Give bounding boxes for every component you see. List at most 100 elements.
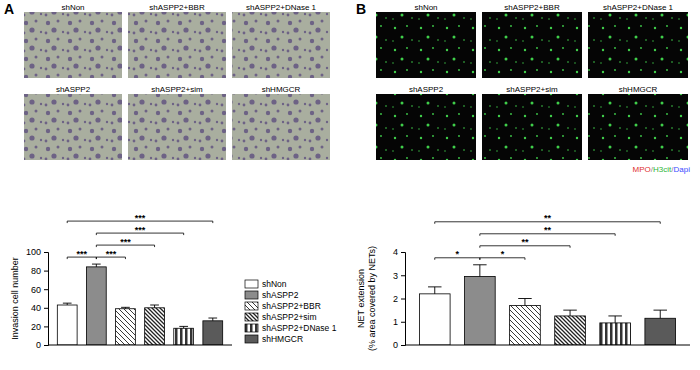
micrograph xyxy=(376,12,476,78)
legend-label: shNon xyxy=(262,279,287,289)
legend-label: shASPP2+BBR xyxy=(262,301,321,311)
tick-mark xyxy=(44,271,48,272)
legend-swatch xyxy=(245,335,258,343)
significance-label: *** xyxy=(135,213,146,223)
bar xyxy=(600,323,631,345)
tick: 20 xyxy=(31,322,48,332)
tick-mark xyxy=(401,322,405,323)
plot-area xyxy=(419,265,675,345)
stain-label-part: H3cit xyxy=(653,165,672,174)
legend-label: shHMGCR xyxy=(262,334,303,344)
tick-label: 40 xyxy=(31,303,41,313)
tick-mark xyxy=(401,275,405,276)
significance-label: *** xyxy=(106,249,117,259)
tick-label: 1 xyxy=(393,317,398,327)
legend-swatch xyxy=(245,324,258,332)
error-bar xyxy=(518,299,531,306)
micrograph xyxy=(128,94,226,160)
bar xyxy=(145,308,165,345)
tick: 3 xyxy=(393,271,405,281)
tick-label: 20 xyxy=(31,322,41,332)
legend-swatch xyxy=(245,302,258,310)
bar xyxy=(203,321,223,345)
legend: shNonshASPP2shASPP2+BBRshASPP2+simshASPP… xyxy=(245,279,337,344)
bar xyxy=(174,328,194,345)
y-axis-title: (% area covered by NETs) xyxy=(367,246,377,351)
image-label: shASPP2 xyxy=(56,85,91,94)
tick: 60 xyxy=(31,285,48,295)
bar xyxy=(86,267,106,345)
bar xyxy=(465,276,496,345)
stain-label-part: Dapi xyxy=(674,165,691,174)
micrograph xyxy=(128,12,226,78)
image-label: shHMGCR xyxy=(262,85,301,94)
error-bar xyxy=(428,287,441,294)
image-label: shASPP2+DNase 1 xyxy=(603,3,674,12)
tick-label: 80 xyxy=(31,266,41,276)
tick-mark xyxy=(44,252,48,253)
tick: 1 xyxy=(393,317,405,327)
micrograph xyxy=(24,12,122,78)
axis-line xyxy=(401,253,406,346)
legend-label: shASPP2+sim xyxy=(262,312,317,322)
error-bar xyxy=(653,310,666,318)
significance-label: ** xyxy=(521,237,529,247)
micrograph xyxy=(24,94,122,160)
legend-swatch xyxy=(245,280,258,288)
significance-label: *** xyxy=(77,249,88,259)
tick-mark xyxy=(401,252,405,253)
tick-mark xyxy=(44,345,48,346)
bar xyxy=(645,318,676,345)
image-label: shNon xyxy=(414,3,437,12)
bar xyxy=(555,316,586,345)
error-bar xyxy=(179,326,188,328)
panel-label: B xyxy=(356,1,366,17)
micrograph xyxy=(482,12,582,78)
micrograph xyxy=(482,94,582,160)
y-axis-title: NET extension xyxy=(356,269,366,328)
tick: 0 xyxy=(36,340,48,350)
stain-label: MPO/H3cit/Dapi xyxy=(633,165,691,174)
error-bar xyxy=(92,264,101,267)
image-label: shASPP2+BBR xyxy=(504,3,560,12)
error-bar xyxy=(563,310,576,316)
figure: AshNonshASPP2+BBRshASPP2+DNase 1shASPP2s… xyxy=(0,0,700,370)
y-axis-title: Invasion cell number xyxy=(10,257,20,340)
tick-label: 0 xyxy=(393,340,398,350)
image-label: shASPP2+BBR xyxy=(149,3,205,12)
image-label: shASPP2+sim xyxy=(506,85,558,94)
micrograph xyxy=(588,94,688,160)
micrograph xyxy=(588,12,688,78)
tick-mark xyxy=(44,308,48,309)
tick-label: 4 xyxy=(393,247,398,257)
tick: 2 xyxy=(393,294,405,304)
tick-label: 100 xyxy=(26,247,41,257)
y-axis: 0 20 40 60 80 100 xyxy=(26,247,49,350)
error-bar xyxy=(150,305,159,308)
tick: 0 xyxy=(393,340,405,350)
error-bar xyxy=(121,307,130,308)
error-bar xyxy=(208,318,217,321)
y-axis: 0 1 2 3 4 xyxy=(393,247,406,350)
tick: 40 xyxy=(31,303,48,313)
image-label: shHMGCR xyxy=(619,85,658,94)
micrograph xyxy=(376,94,476,160)
error-bar xyxy=(608,316,621,323)
image-label: shASPP2 xyxy=(409,85,444,94)
image-label: shASPP2+sim xyxy=(151,85,203,94)
tick-mark xyxy=(44,289,48,290)
micrograph xyxy=(232,94,330,160)
bar xyxy=(419,294,450,345)
tick-mark xyxy=(44,326,48,327)
tick-label: 3 xyxy=(393,271,398,281)
x-axis-line xyxy=(405,345,690,346)
tick-mark xyxy=(401,345,405,346)
x-axis-line xyxy=(48,345,232,346)
tick: 100 xyxy=(26,247,48,257)
legend-label: shASPP2 xyxy=(262,290,299,300)
bar xyxy=(116,309,136,345)
significance-label: * xyxy=(456,249,460,259)
image-label: shNon xyxy=(61,3,84,12)
bar xyxy=(57,305,77,345)
plot-area xyxy=(57,264,222,345)
